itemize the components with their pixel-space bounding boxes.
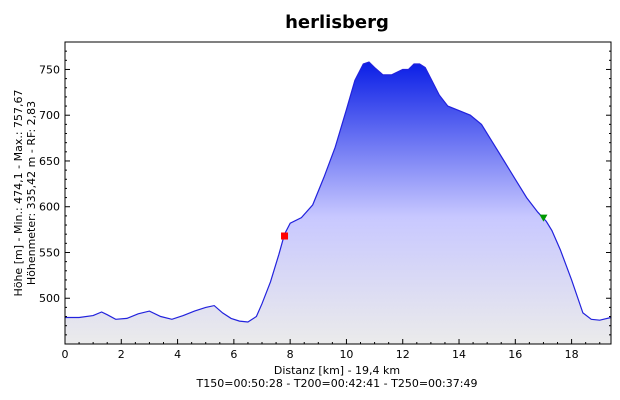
start-marker bbox=[281, 232, 289, 240]
footer-times: T150=00:50:28 - T200=00:42:41 - T250=00:… bbox=[196, 377, 478, 390]
x-tick-label: 12 bbox=[396, 348, 410, 361]
end-marker bbox=[539, 214, 548, 222]
x-tick-label: 4 bbox=[174, 348, 181, 361]
x-tick-label: 14 bbox=[452, 348, 466, 361]
x-tick-label: 16 bbox=[508, 348, 522, 361]
x-tick-label: 18 bbox=[565, 348, 579, 361]
elevation-area-fill bbox=[65, 62, 611, 344]
y-axis-label-elevation: Höhe [m] - Min.: 474,1 - Max.: 757,67 bbox=[12, 89, 25, 296]
plot-area bbox=[65, 61, 612, 344]
y-axis-label-ascent: Höhenmeter: 335,42 m - RF: 2,83 bbox=[25, 101, 38, 285]
chart-title: herlisberg bbox=[285, 12, 389, 33]
x-axis: 0 2 4 6 8 10 12 14 16 18 bbox=[62, 339, 601, 361]
y-tick-label: 750 bbox=[39, 63, 60, 76]
x-tick-label: 0 bbox=[62, 348, 69, 361]
x-tick-label: 6 bbox=[230, 348, 237, 361]
x-axis-label: Distanz [km] - 19,4 km bbox=[274, 364, 400, 377]
x-tick-label: 8 bbox=[287, 348, 294, 361]
x-tick-label: 2 bbox=[118, 348, 125, 361]
elevation-line bbox=[65, 61, 612, 323]
y-axis: 500 550 600 650 700 750 bbox=[39, 50, 611, 336]
y-tick-label: 650 bbox=[39, 155, 60, 168]
y-tick-label: 500 bbox=[39, 292, 60, 305]
plot-frame bbox=[64, 41, 612, 345]
x-tick-label: 10 bbox=[339, 348, 353, 361]
y-tick-label: 700 bbox=[39, 109, 60, 122]
y-tick-label: 600 bbox=[39, 201, 60, 214]
y-tick-label: 550 bbox=[39, 246, 60, 259]
